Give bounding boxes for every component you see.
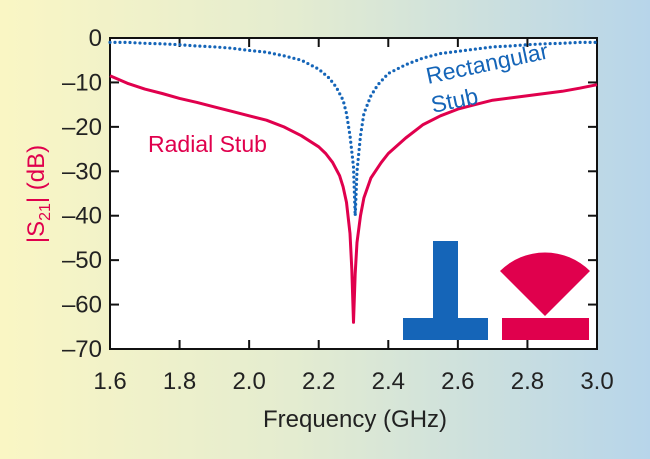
- radial-stub-line: [502, 318, 589, 340]
- y-tick-label: –30: [62, 158, 102, 185]
- rectangular-stub-line: [403, 318, 488, 340]
- y-tick-label: –40: [62, 203, 102, 230]
- radial-stub-annotation: Radial Stub: [148, 131, 267, 157]
- x-tick-label: 1.6: [93, 368, 126, 395]
- y-tick-label: –50: [62, 247, 102, 274]
- y-tick-labels: 0 –10 –20 –30 –40 –50 –60 –70: [62, 25, 102, 363]
- x-tick-label: 2.8: [511, 368, 544, 395]
- x-axis-title: Frequency (GHz): [263, 406, 447, 433]
- rectangular-stub-shape: [403, 241, 488, 340]
- radial-stub-sector: [500, 252, 590, 316]
- y-axis-title-part1: |S: [23, 221, 50, 243]
- series-line-radial-stub: [109, 74, 598, 324]
- rectangular-stub-stem: [433, 241, 458, 319]
- x-tick-label: 2.2: [302, 368, 335, 395]
- y-tick-label: 0: [89, 25, 102, 52]
- y-tick-label: –60: [62, 292, 102, 319]
- y-axis-title-subscript: 21: [37, 203, 54, 221]
- axis-ticks: [109, 37, 598, 350]
- y-axis-title: |S21| (dB): [23, 145, 54, 243]
- y-tick-label: –70: [62, 336, 102, 363]
- x-tick-label: 2.6: [441, 368, 474, 395]
- radial-stub-shape: [500, 252, 590, 340]
- series-layer: [108, 40, 599, 324]
- y-axis-title-part2: | (dB): [23, 145, 50, 203]
- y-tick-label: –10: [62, 69, 102, 96]
- series-line-rectangular-stub: [108, 40, 599, 218]
- y-tick-label: –20: [62, 114, 102, 141]
- x-tick-label: 1.8: [163, 368, 196, 395]
- x-tick-label: 2.4: [372, 368, 405, 395]
- x-tick-labels: 1.6 1.8 2.0 2.2 2.4 2.6 2.8 3.0: [93, 368, 613, 395]
- x-tick-label: 2.0: [232, 368, 265, 395]
- x-tick-label: 3.0: [580, 368, 613, 395]
